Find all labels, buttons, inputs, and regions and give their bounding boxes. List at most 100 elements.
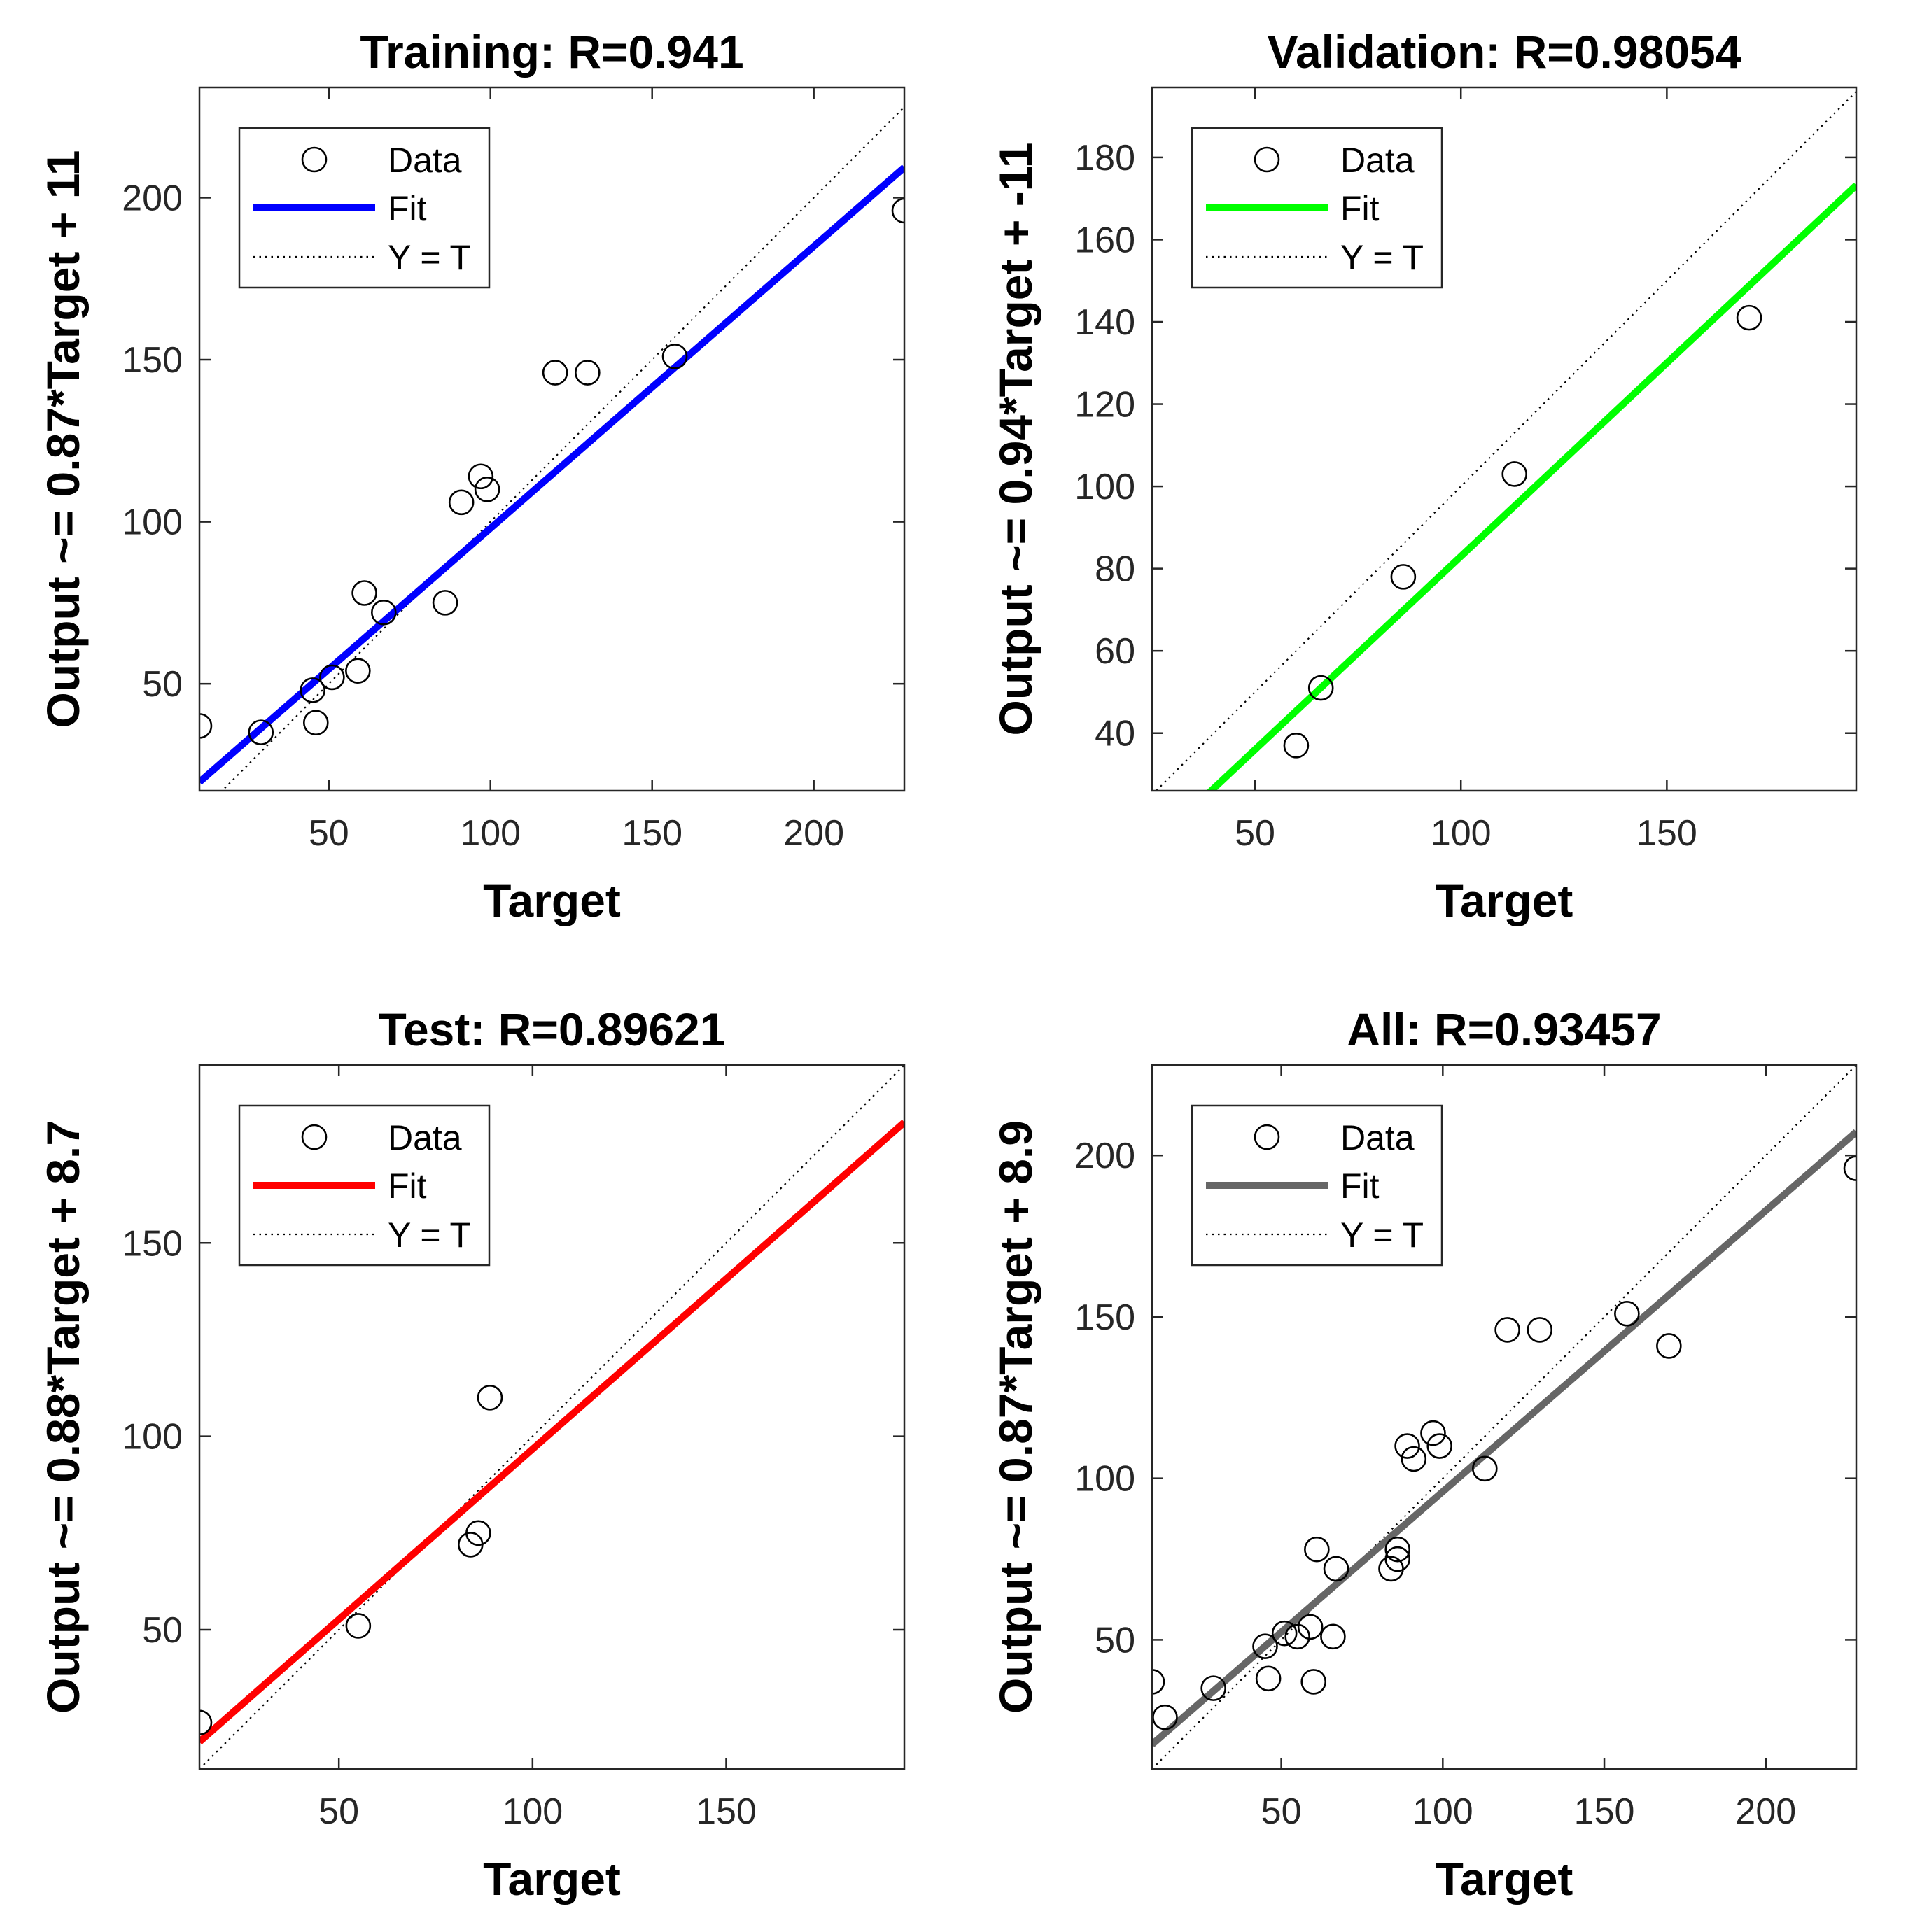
data-point bbox=[1255, 1665, 1282, 1692]
x-tick-label: 150 bbox=[1636, 813, 1697, 854]
y-tick-label: 100 bbox=[1074, 467, 1135, 507]
data-point bbox=[432, 590, 458, 616]
data-point bbox=[1472, 1455, 1498, 1482]
data-point bbox=[891, 197, 904, 224]
data-point bbox=[1494, 1317, 1520, 1343]
plot-content bbox=[199, 106, 904, 791]
y-tick-label: 160 bbox=[1074, 220, 1135, 260]
y-tick-label: 180 bbox=[1074, 138, 1135, 178]
legend: Data Fit Y = T bbox=[1191, 1104, 1443, 1267]
data-point bbox=[370, 599, 397, 626]
data-point bbox=[542, 360, 568, 386]
data-point bbox=[1320, 1623, 1346, 1650]
chart-title: Validation: R=0.98054 bbox=[1268, 26, 1741, 78]
legend-entry: Y = T bbox=[388, 1215, 471, 1255]
chart-title: All: R=0.93457 bbox=[1347, 1003, 1661, 1055]
x-tick-label: 100 bbox=[502, 1791, 563, 1832]
data-point bbox=[1307, 675, 1334, 701]
x-axis-label: Target bbox=[1436, 1853, 1573, 1905]
y-tick-label: 50 bbox=[142, 1610, 183, 1651]
plot-content bbox=[1152, 1065, 1856, 1769]
data-point bbox=[465, 1520, 491, 1546]
legend-entry: Fit bbox=[388, 1166, 427, 1206]
legend: Data Fit Y = T bbox=[238, 1104, 491, 1267]
data-point bbox=[1283, 733, 1310, 759]
fit-line bbox=[199, 1120, 904, 1744]
identity-line bbox=[1155, 90, 1856, 791]
legend-entry: Y = T bbox=[388, 238, 471, 277]
data-point bbox=[1527, 1317, 1553, 1343]
x-tick-label: 150 bbox=[622, 813, 682, 854]
axes-box bbox=[1151, 86, 1858, 792]
x-axis-label: Target bbox=[483, 1853, 621, 1905]
x-axis-label: Target bbox=[483, 875, 621, 926]
data-point bbox=[1656, 1333, 1682, 1359]
data-point bbox=[474, 476, 500, 502]
panel-bottom-left: 50 100 150 50 100 150 Test: R=0.89621 Target Out… bbox=[37, 1003, 906, 1905]
y-tick-label: 200 bbox=[1074, 1136, 1135, 1176]
x-tick-label: 100 bbox=[1431, 813, 1492, 854]
data-point bbox=[1420, 1420, 1446, 1446]
data-point bbox=[300, 677, 325, 703]
y-tick-label: 100 bbox=[122, 1417, 183, 1458]
data-point bbox=[1384, 1546, 1411, 1572]
y-axis-label: Output ~= 0.88*Target + 8.7 bbox=[37, 1120, 89, 1714]
x-tick-label: 50 bbox=[1235, 813, 1275, 854]
identity-line bbox=[220, 106, 904, 791]
y-axis-label: Output ~= 0.87*Target + 11 bbox=[37, 150, 89, 728]
legend-data-marker bbox=[1254, 1124, 1280, 1150]
y-tick-label: 150 bbox=[122, 340, 183, 381]
y-tick-label: 100 bbox=[122, 502, 183, 543]
data-point bbox=[199, 1709, 213, 1735]
y-axis-label: Output ~= 0.87*Target + 8.9 bbox=[990, 1120, 1041, 1714]
legend-entry: Data bbox=[1340, 1118, 1415, 1157]
data-point bbox=[1297, 1614, 1324, 1640]
y-tick-label: 50 bbox=[142, 664, 183, 705]
legend-entry: Data bbox=[388, 1118, 462, 1157]
y-tick-label: 40 bbox=[1095, 714, 1135, 754]
x-tick-label: 200 bbox=[783, 813, 844, 854]
legend-entry: Y = T bbox=[1340, 238, 1424, 277]
plot-content bbox=[199, 1065, 904, 1769]
y-tick-label: 60 bbox=[1095, 631, 1135, 672]
y-tick-label: 100 bbox=[1074, 1459, 1135, 1500]
data-point bbox=[199, 713, 213, 739]
chart-title: Test: R=0.89621 bbox=[379, 1003, 726, 1055]
data-point bbox=[248, 719, 274, 745]
x-tick-label: 100 bbox=[1412, 1791, 1473, 1832]
legend-data-marker bbox=[1254, 146, 1280, 173]
x-tick-label: 200 bbox=[1735, 1791, 1796, 1832]
x-tick-label: 100 bbox=[460, 813, 521, 854]
legend: Data Fit Y = T bbox=[1191, 127, 1443, 289]
data-point bbox=[345, 1613, 372, 1639]
x-tick-label: 50 bbox=[309, 813, 349, 854]
fit-line bbox=[1206, 182, 1856, 791]
legend-data-marker bbox=[301, 1124, 328, 1150]
x-tick-label: 50 bbox=[318, 1791, 359, 1832]
data-point bbox=[1271, 1620, 1298, 1647]
data-point bbox=[351, 580, 377, 606]
axes-box bbox=[198, 86, 906, 792]
data-point bbox=[1394, 1433, 1420, 1459]
legend-entry: Fit bbox=[1340, 189, 1380, 228]
data-point bbox=[1200, 1675, 1226, 1701]
data-point bbox=[575, 360, 601, 386]
legend-entry: Data bbox=[388, 141, 462, 180]
data-point bbox=[477, 1385, 503, 1411]
data-point bbox=[319, 664, 345, 691]
legend-entry: Fit bbox=[388, 189, 427, 228]
y-axis-label: Output ~= 0.94*Target + -11 bbox=[990, 143, 1041, 736]
y-tick-label: 140 bbox=[1074, 302, 1135, 343]
chart-title: Training: R=0.941 bbox=[360, 26, 743, 78]
data-point bbox=[1152, 1669, 1165, 1695]
x-tick-label: 50 bbox=[1261, 1791, 1302, 1832]
plot-content bbox=[1155, 90, 1856, 791]
data-point bbox=[1252, 1633, 1278, 1659]
panel-top-right: 50 100 150 40 60 80 100 120 140 160 180 Validation:… bbox=[990, 26, 1858, 926]
data-point bbox=[1843, 1155, 1856, 1181]
y-tick-label: 50 bbox=[1095, 1620, 1135, 1660]
y-tick-label: 120 bbox=[1074, 385, 1135, 425]
data-point bbox=[448, 489, 475, 516]
y-tick-label: 150 bbox=[1074, 1297, 1135, 1338]
data-point bbox=[1323, 1556, 1349, 1582]
